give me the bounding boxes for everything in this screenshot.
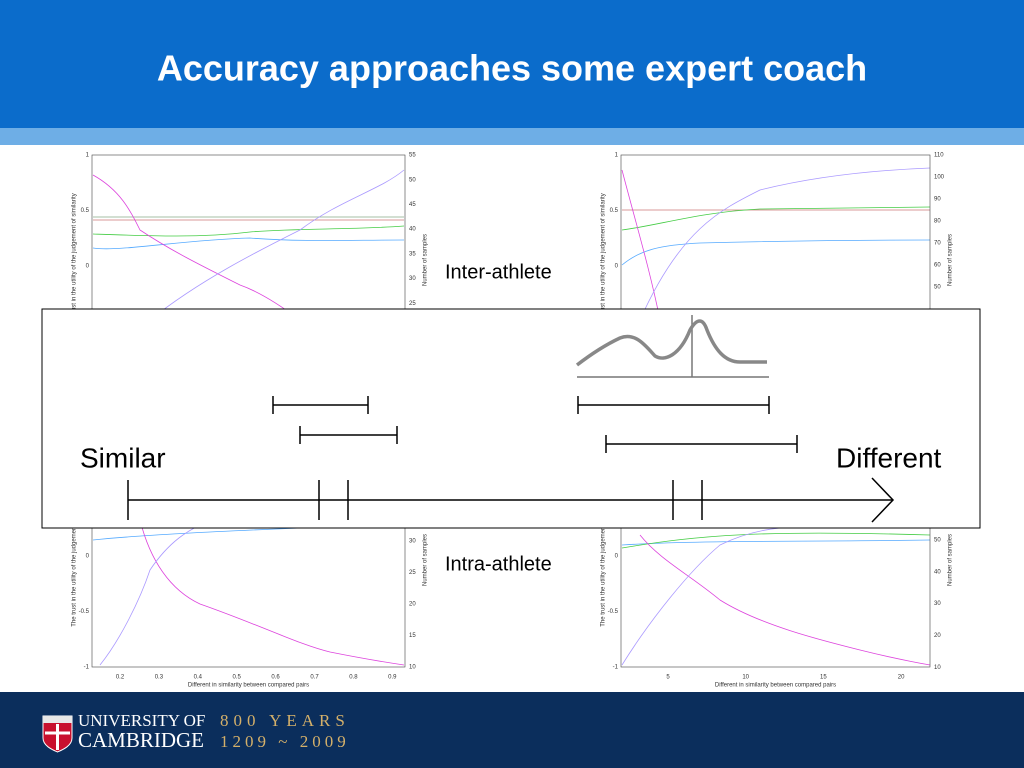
anniversary-line-2: 1209 ~ 2009 — [220, 732, 350, 751]
y-tick-label: 0 — [86, 264, 90, 270]
x-axis-label: Different in similarity between compared… — [188, 683, 309, 689]
y-tick-label: -0.5 — [608, 609, 619, 615]
anniversary-line-1: 800 YEARS — [220, 711, 350, 730]
y2-axis-label: Number of samples — [948, 234, 954, 286]
scale-left-label: Similar — [80, 442, 166, 473]
university-line-2: CAMBRIDGE — [78, 728, 204, 752]
y-tick-label: -1 — [84, 665, 90, 671]
y2-tick-label: 30 — [409, 539, 416, 545]
y2-tick-label: 40 — [934, 569, 941, 575]
x-axis-label: Different in similarity between compared… — [715, 683, 836, 689]
y-axis-label: The trust in the utility of the judgemen… — [72, 193, 78, 326]
plot-curves — [92, 167, 931, 666]
y2-tick-label: 110 — [934, 153, 944, 159]
y-tick-label: 0.5 — [81, 208, 90, 214]
y2-tick-label: 90 — [934, 197, 941, 203]
y2-tick-label: 45 — [409, 202, 416, 208]
y2-tick-label: 50 — [934, 285, 941, 291]
x-tick-label: 0.7 — [310, 675, 319, 681]
y2-tick-label: 70 — [934, 241, 941, 247]
title: Accuracy approaches some expert coach — [157, 48, 867, 89]
y-tick-label: -1 — [613, 665, 619, 671]
y-tick-label: 0.5 — [610, 208, 619, 214]
y-tick-label: -0.5 — [79, 609, 90, 615]
y-axis-label: The trust in the utility of the judgemen… — [601, 493, 607, 626]
distribution — [575, 315, 769, 378]
x-tick-label: 10 — [742, 675, 749, 681]
y-tick-label: 1 — [86, 153, 90, 159]
header-stripe — [0, 128, 1024, 145]
y2-axis-label: Number of samples — [948, 534, 954, 586]
y2-tick-label: 10 — [409, 665, 416, 671]
y2-axis-label: Number of samples — [423, 534, 429, 586]
x-tick-label: 5 — [666, 675, 670, 681]
x-tick-label: 0.9 — [388, 675, 397, 681]
x-tick-label: 0.2 — [116, 675, 125, 681]
y2-tick-label: 40 — [409, 227, 416, 233]
y-axis-label: The trust in the utility of the judgemen… — [72, 493, 78, 626]
y2-tick-label: 60 — [934, 263, 941, 269]
x-tick-label: 0.4 — [194, 675, 203, 681]
crest — [42, 715, 73, 753]
x-tick-label: 0.3 — [155, 675, 164, 681]
x-tick-label: 20 — [898, 675, 905, 681]
y2-tick-label: 50 — [409, 177, 416, 183]
y-tick-label: 1 — [615, 153, 619, 159]
scale-box — [41, 308, 981, 529]
y-axis-label: The trust in the utility of the judgemen… — [601, 193, 607, 326]
y2-tick-label: 80 — [934, 219, 941, 225]
y2-tick-label: 25 — [409, 570, 416, 576]
y2-tick-label: 30 — [934, 601, 941, 607]
y2-tick-label: 15 — [409, 633, 416, 639]
footer — [0, 692, 1024, 768]
x-tick-label: 0.6 — [271, 675, 280, 681]
y2-tick-label: 100 — [934, 175, 945, 181]
y2-tick-label: 20 — [409, 602, 416, 608]
university-line-1: UNIVERSITY OF — [78, 711, 205, 730]
y2-axis-label: Number of samples — [423, 234, 429, 286]
scale-diagram — [127, 396, 895, 523]
y2-tick-label: 35 — [409, 251, 416, 257]
y-tick-label: 0 — [615, 264, 619, 270]
y-tick-label: 0 — [615, 554, 619, 560]
inter-label: Inter-athlete — [445, 261, 552, 283]
scale-right-label: Different — [836, 442, 942, 473]
y2-tick-label: 20 — [934, 633, 941, 639]
y2-tick-label: 30 — [409, 276, 416, 282]
x-tick-label: 15 — [820, 675, 827, 681]
y2-tick-label: 55 — [409, 153, 416, 159]
y2-tick-label: 50 — [934, 538, 941, 544]
header-bar — [0, 0, 1024, 128]
x-tick-label: 0.8 — [349, 675, 358, 681]
y2-tick-label: 10 — [934, 665, 941, 671]
y2-tick-label: 25 — [409, 301, 416, 307]
intra-label: Intra-athlete — [445, 553, 552, 575]
x-tick-label: 0.5 — [233, 675, 242, 681]
y-tick-label: 0 — [86, 554, 90, 560]
